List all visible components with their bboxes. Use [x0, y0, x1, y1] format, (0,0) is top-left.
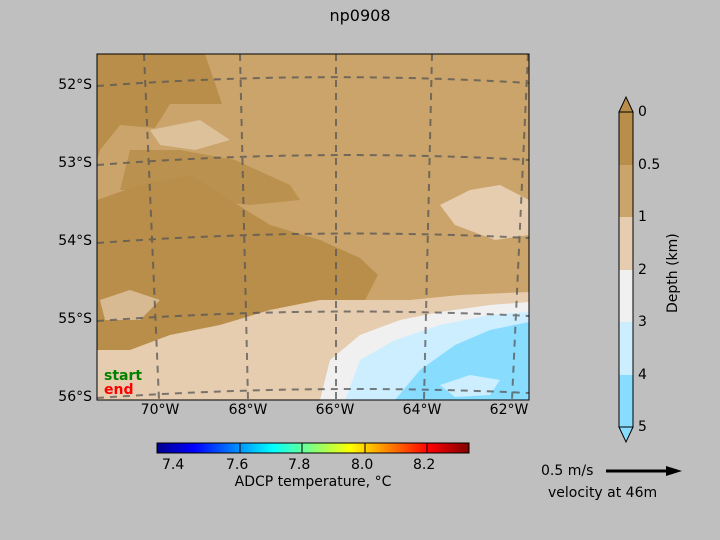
- slope-patch: [150, 120, 230, 150]
- depth-tick: 0.5: [638, 157, 661, 173]
- land-region-main: [97, 175, 378, 350]
- lat-label: 52°S: [58, 77, 92, 93]
- temp-tick: 7.8: [288, 457, 311, 473]
- depth-tick: 5: [638, 419, 647, 435]
- lat-label: 53°S: [58, 155, 92, 171]
- scale-value: 0.5 m/s: [541, 463, 594, 479]
- temp-tick: 8.2: [413, 457, 436, 473]
- map-frame: [96, 53, 530, 401]
- lon-label: 62°W: [489, 402, 529, 418]
- temp-colorbar: [156, 442, 470, 454]
- plot-title: np0908: [329, 6, 391, 25]
- depth-tick: 2: [638, 262, 647, 278]
- lon-label: 64°W: [402, 402, 442, 418]
- velocity-arrow: [704, 213, 720, 261]
- temp-tick: 8.0: [351, 457, 374, 473]
- depth-tick: 4: [638, 367, 647, 383]
- temp-tick: 7.6: [226, 457, 249, 473]
- depth-colorbar-label: Depth (km): [665, 233, 681, 313]
- depth-tick: 0: [638, 104, 647, 120]
- lon-label: 70°W: [140, 402, 180, 418]
- depth-tick: 1: [638, 209, 647, 225]
- lat-label: 54°S: [58, 233, 92, 249]
- slope-patch: [100, 290, 160, 320]
- depth-colorbar: [618, 95, 634, 444]
- slope-patch: [440, 185, 529, 240]
- temp-colorbar-dividers: [239, 443, 428, 453]
- scale-arrow: [606, 466, 682, 476]
- land-region-strip: [120, 150, 300, 205]
- lon-label: 68°W: [228, 402, 268, 418]
- graticule: [97, 54, 529, 400]
- legend-start: start: [104, 368, 143, 384]
- deep-region: [440, 375, 500, 397]
- temp-tick: 7.4: [162, 457, 185, 473]
- lon-label: 66°W: [315, 402, 355, 418]
- lat-label: 56°S: [58, 389, 92, 405]
- velocity-arrow: [706, 236, 715, 260]
- legend-end: end: [104, 382, 134, 398]
- depth-tick: 3: [638, 314, 647, 330]
- scale-caption: velocity at 46m: [548, 485, 658, 501]
- map-area: [97, 54, 720, 400]
- lat-label: 55°S: [58, 311, 92, 327]
- temp-colorbar-label: ADCP temperature, °C: [234, 474, 392, 490]
